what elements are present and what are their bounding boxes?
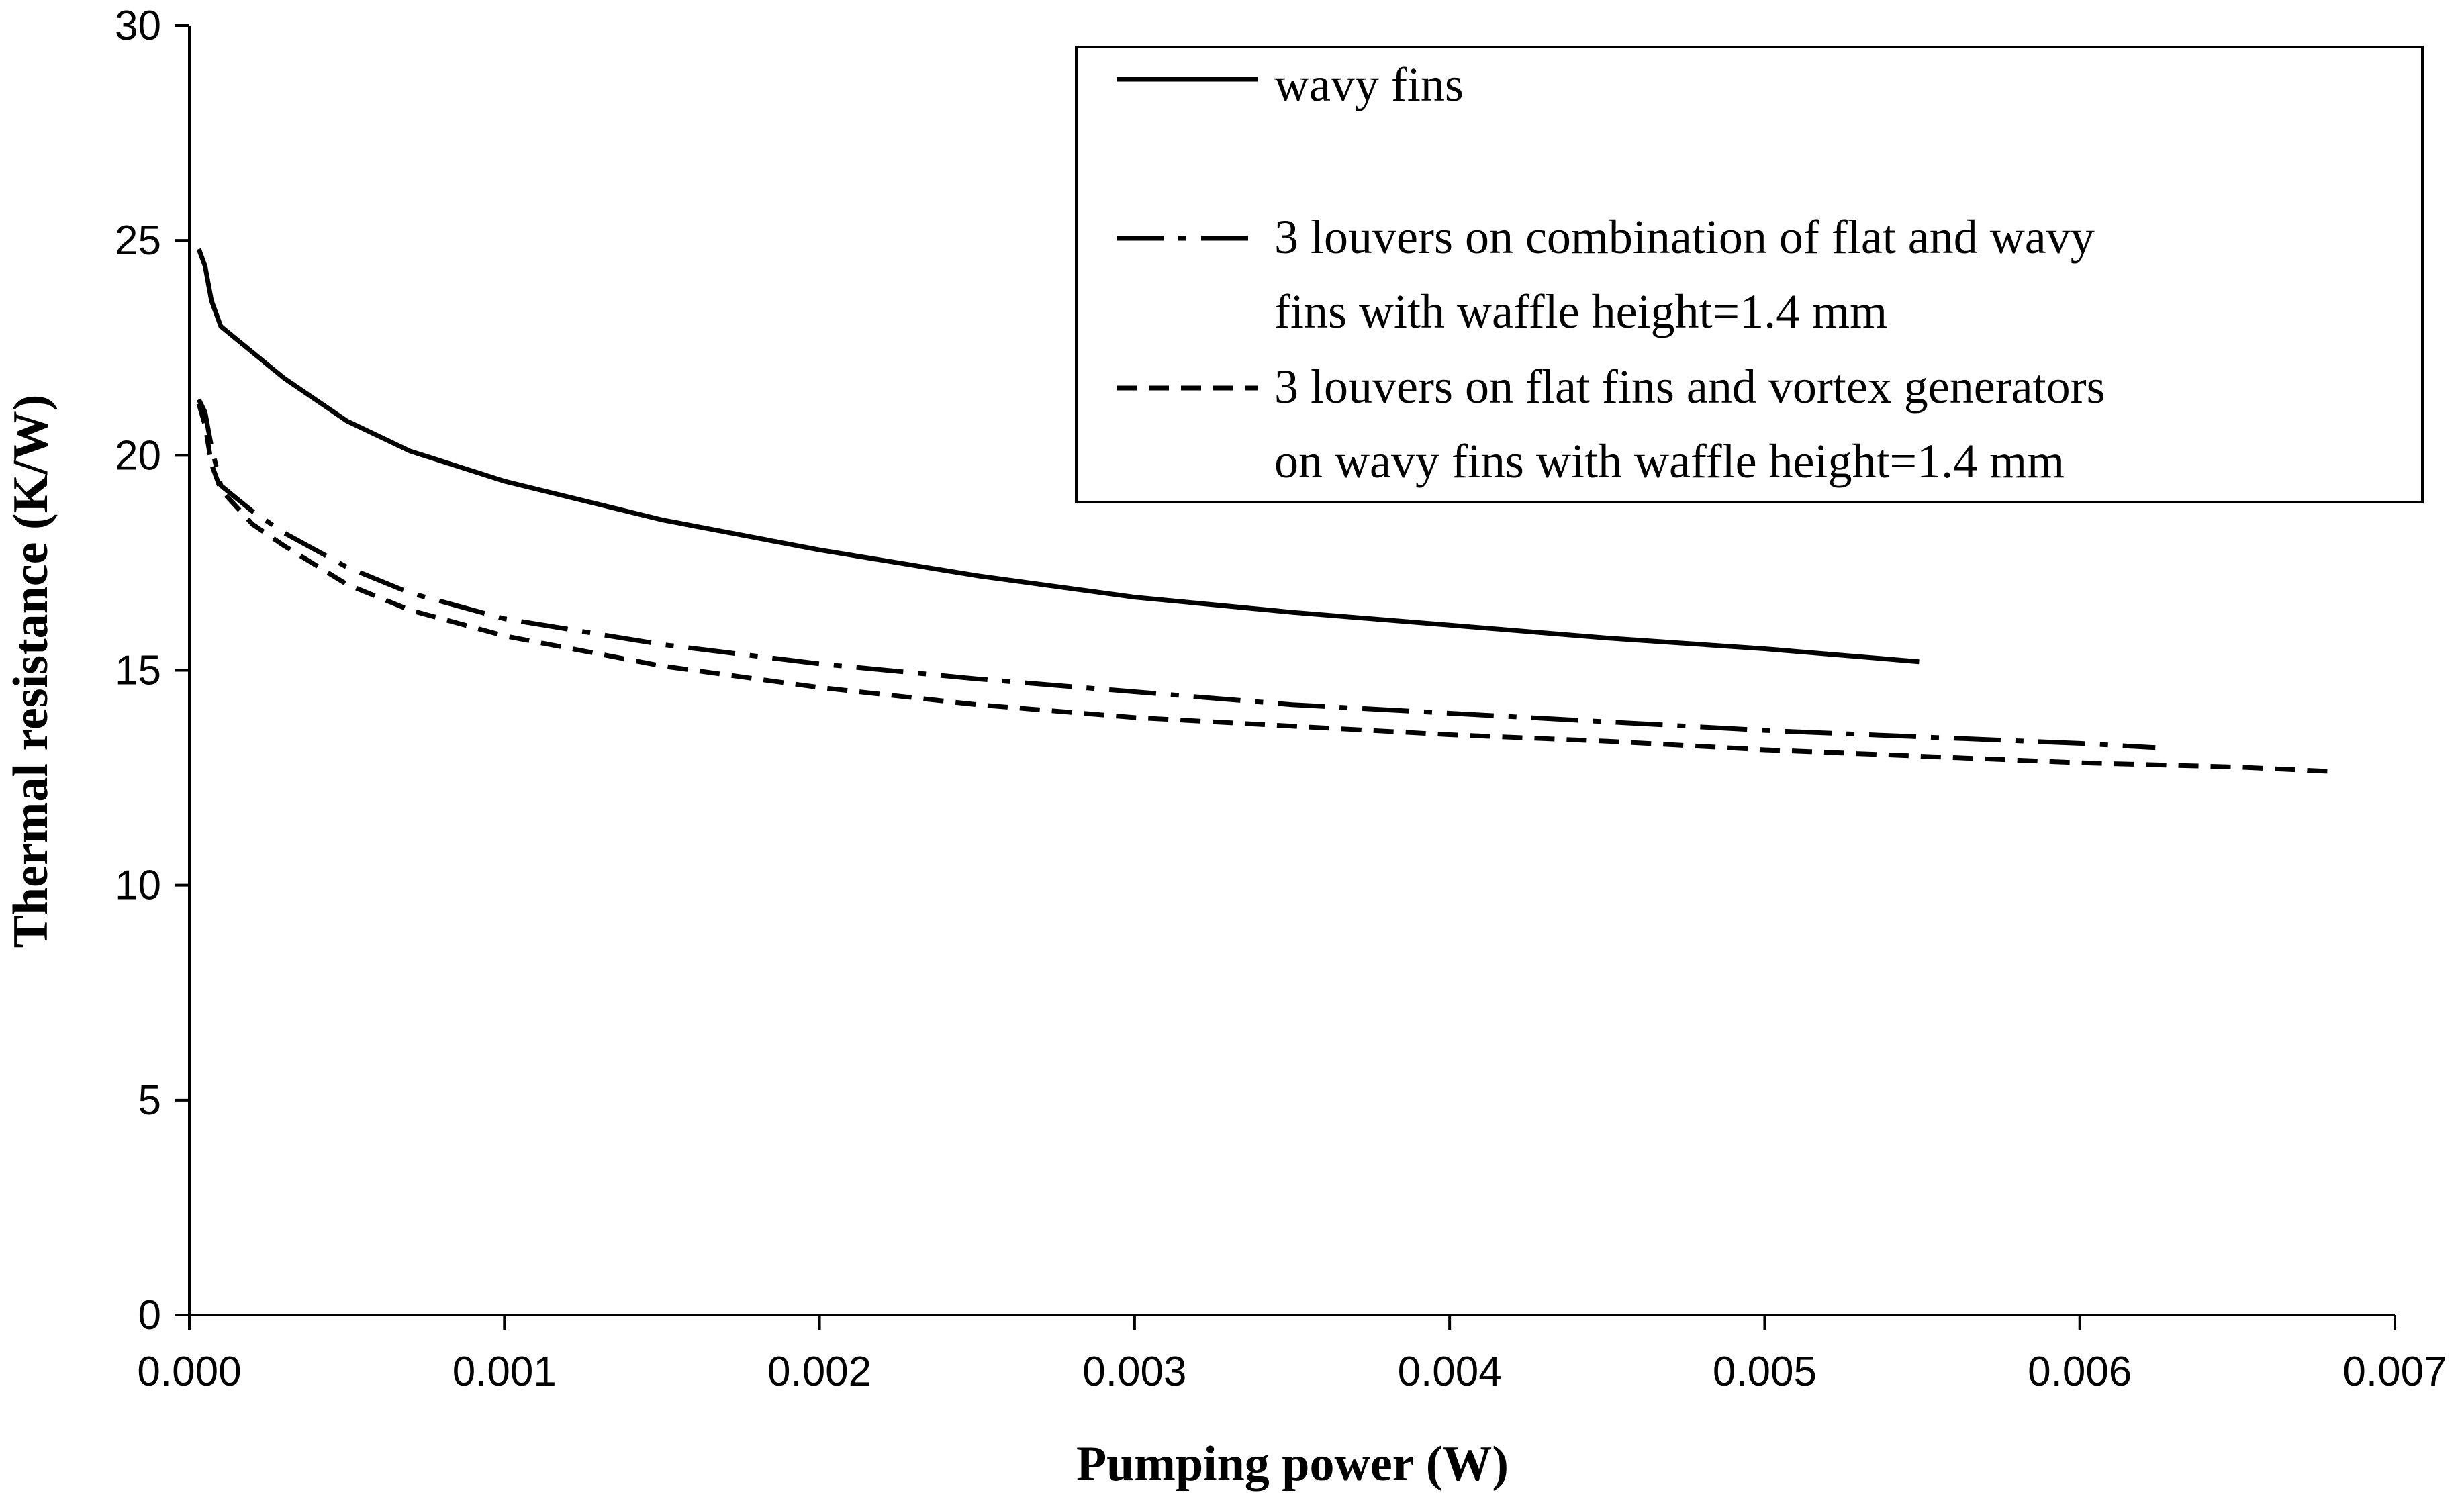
x-tick-label: 0.003 — [1082, 1349, 1186, 1395]
series-line-3 — [196, 403, 2329, 774]
legend-label-1: wavy fins — [1274, 58, 1464, 111]
y-tick-label: 20 — [115, 432, 161, 479]
y-axis-title: Thermal resistance (K/W) — [3, 395, 58, 949]
y-tick-label: 25 — [115, 217, 161, 264]
y-tick-label: 0 — [138, 1292, 161, 1339]
y-tick-label: 30 — [115, 3, 161, 49]
series-line-1 — [196, 248, 1920, 665]
y-tick-label: 10 — [115, 863, 161, 909]
x-tick-label: 0.006 — [2028, 1349, 2132, 1395]
y-tick-label: 5 — [138, 1077, 161, 1124]
y-tick-label: 15 — [115, 648, 161, 694]
series-layer — [196, 248, 2329, 774]
series-line-2 — [196, 398, 2156, 750]
x-tick-label: 0.001 — [453, 1349, 557, 1395]
legend: wavy fins 3 louvers on combination of fla… — [1075, 46, 2424, 503]
legend-box — [1075, 46, 2424, 503]
x-tick-label: 0.007 — [2342, 1349, 2447, 1395]
legend-label-3: 3 louvers on flat fins and vortex genera… — [1274, 360, 2105, 414]
x-tick-label: 0.002 — [767, 1349, 871, 1395]
x-axis-title: Pumping power (W) — [1076, 1437, 1509, 1492]
y-axis-ticks: 0 5 10 15 20 25 30 — [115, 3, 189, 1339]
legend-label-3: on wavy fins with waffle height=1.4 mm — [1274, 434, 2065, 488]
x-tick-label: 0.004 — [1398, 1349, 1502, 1395]
x-tick-label: 0.005 — [1713, 1349, 1817, 1395]
legend-label-2: fins with waffle height=1.4 mm — [1274, 285, 1887, 338]
x-tick-label: 0.000 — [137, 1349, 241, 1395]
x-axis-ticks: 0.000 0.001 0.002 0.003 0.004 0.005 0.006 0.007 — [137, 1315, 2447, 1395]
legend-label-2: 3 louvers on combination of flat and wav… — [1274, 210, 2095, 264]
